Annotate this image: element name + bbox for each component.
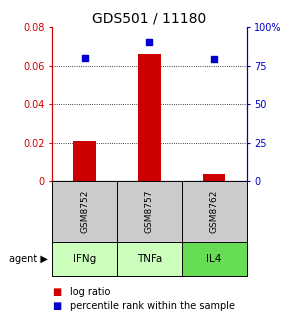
Text: ■: ■ <box>52 301 61 311</box>
Text: percentile rank within the sample: percentile rank within the sample <box>70 301 235 311</box>
Point <box>212 57 216 62</box>
Bar <box>203 174 225 181</box>
Text: IL4: IL4 <box>206 254 222 264</box>
Text: ■: ■ <box>52 287 61 297</box>
Bar <box>52 181 117 242</box>
Point <box>147 40 152 45</box>
Text: GSM8757: GSM8757 <box>145 190 154 234</box>
Bar <box>117 181 182 242</box>
Text: GSM8762: GSM8762 <box>210 190 219 234</box>
Bar <box>73 141 96 181</box>
Point <box>82 55 87 60</box>
Text: GSM8752: GSM8752 <box>80 190 89 234</box>
Text: TNFa: TNFa <box>137 254 162 264</box>
Bar <box>117 242 182 276</box>
Text: IFNg: IFNg <box>73 254 96 264</box>
Bar <box>182 242 246 276</box>
Bar <box>182 181 246 242</box>
Text: agent ▶: agent ▶ <box>10 254 48 264</box>
Bar <box>52 242 117 276</box>
Text: log ratio: log ratio <box>70 287 110 297</box>
Title: GDS501 / 11180: GDS501 / 11180 <box>92 12 206 26</box>
Bar <box>138 54 161 181</box>
